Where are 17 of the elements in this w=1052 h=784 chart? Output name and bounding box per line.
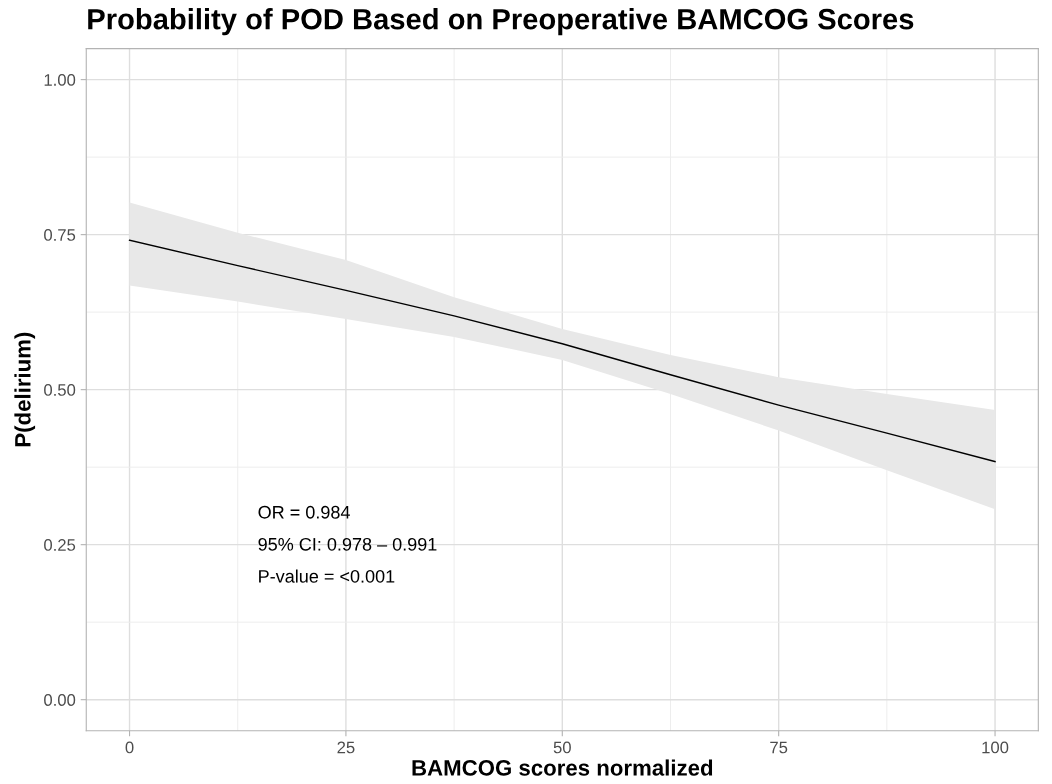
y-axis-title: P(delirium): [14, 332, 36, 447]
y-tick-label: 0.00: [44, 694, 76, 706]
x-tick-label: 75: [770, 741, 788, 754]
x-tick-label: 100: [982, 741, 1009, 754]
y-tick-label: 0.75: [44, 229, 76, 241]
y-tick-label: 0.50: [44, 384, 76, 396]
y-tick-label: 1.00: [44, 74, 76, 86]
chart-title: Probability of POD Based on Preoperative BAMCOG Scores: [88, 8, 914, 36]
x-tick-label: 50: [553, 741, 571, 754]
y-tick-label: 0.25: [44, 539, 76, 551]
annotation: 95% CI: 0.978 – 0.991: [258, 537, 437, 551]
x-axis-title: BAMCOG scores normalized: [412, 759, 713, 776]
annotation: OR = 0.984: [258, 505, 350, 519]
x-tick-label: 25: [337, 741, 355, 754]
line-series: [128, 239, 996, 463]
x-tick-label: 0: [125, 741, 134, 754]
annotation: P-value = <0.001: [259, 569, 395, 583]
